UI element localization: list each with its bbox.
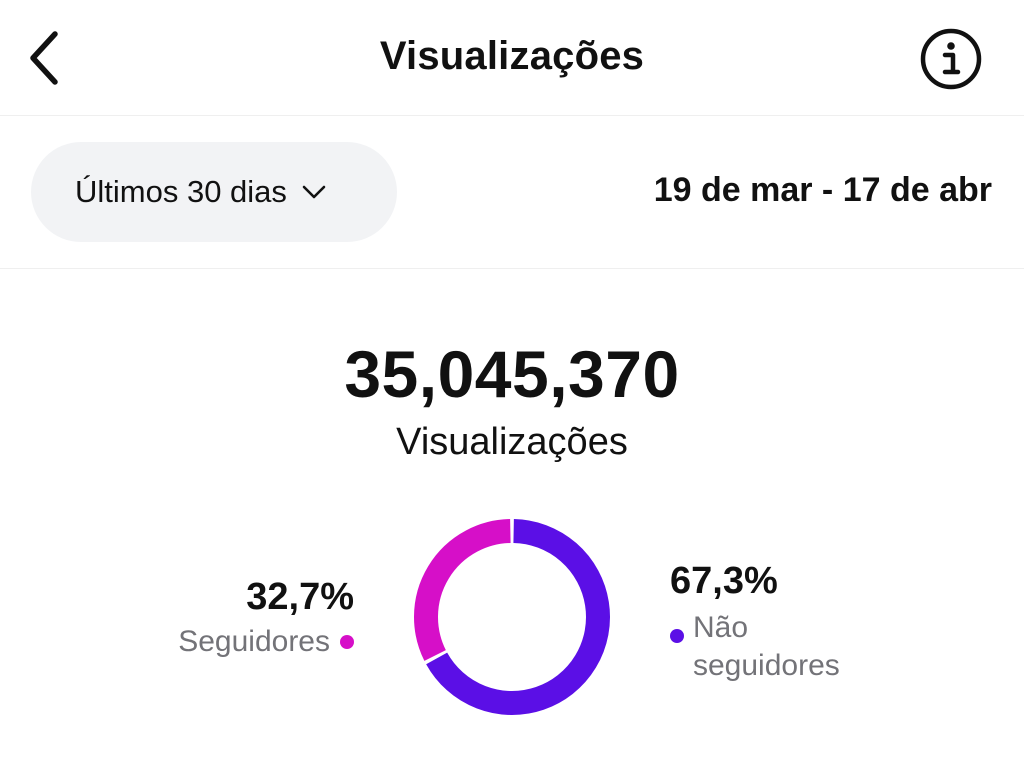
page-title: Visualizações <box>379 34 645 78</box>
back-button[interactable] <box>14 22 74 94</box>
total-views-value: 35,045,370 <box>344 337 680 411</box>
filter-row: Últimos 30 dias 19 de mar - 17 de abr <box>0 117 1024 269</box>
followers-legend-dot <box>340 635 354 649</box>
date-range: 19 de mar - 17 de abr <box>653 171 992 209</box>
info-button[interactable] <box>914 22 988 96</box>
legend-followers: 32,7% Seguidores <box>178 576 354 659</box>
chevron-down-icon <box>301 184 327 200</box>
period-dropdown[interactable]: Últimos 30 dias <box>31 142 397 242</box>
followers-label: Seguidores <box>178 625 330 658</box>
header: Visualizações <box>0 0 1024 116</box>
donut-slice-non-followers <box>426 519 610 715</box>
info-icon <box>920 28 982 90</box>
followers-percent: 32,7% <box>246 576 354 618</box>
chevron-left-icon <box>30 31 58 85</box>
donut-slice-followers <box>414 519 511 661</box>
non-followers-label: Não seguidores <box>693 611 840 682</box>
period-label: Últimos 30 dias <box>75 174 287 209</box>
total-views-label: Visualizações <box>396 421 628 463</box>
non-followers-legend-dot <box>670 629 684 643</box>
audience-donut-chart <box>414 519 610 715</box>
non-followers-percent: 67,3% <box>670 560 778 602</box>
legend-non-followers: 67,3% Não seguidores <box>670 560 893 685</box>
